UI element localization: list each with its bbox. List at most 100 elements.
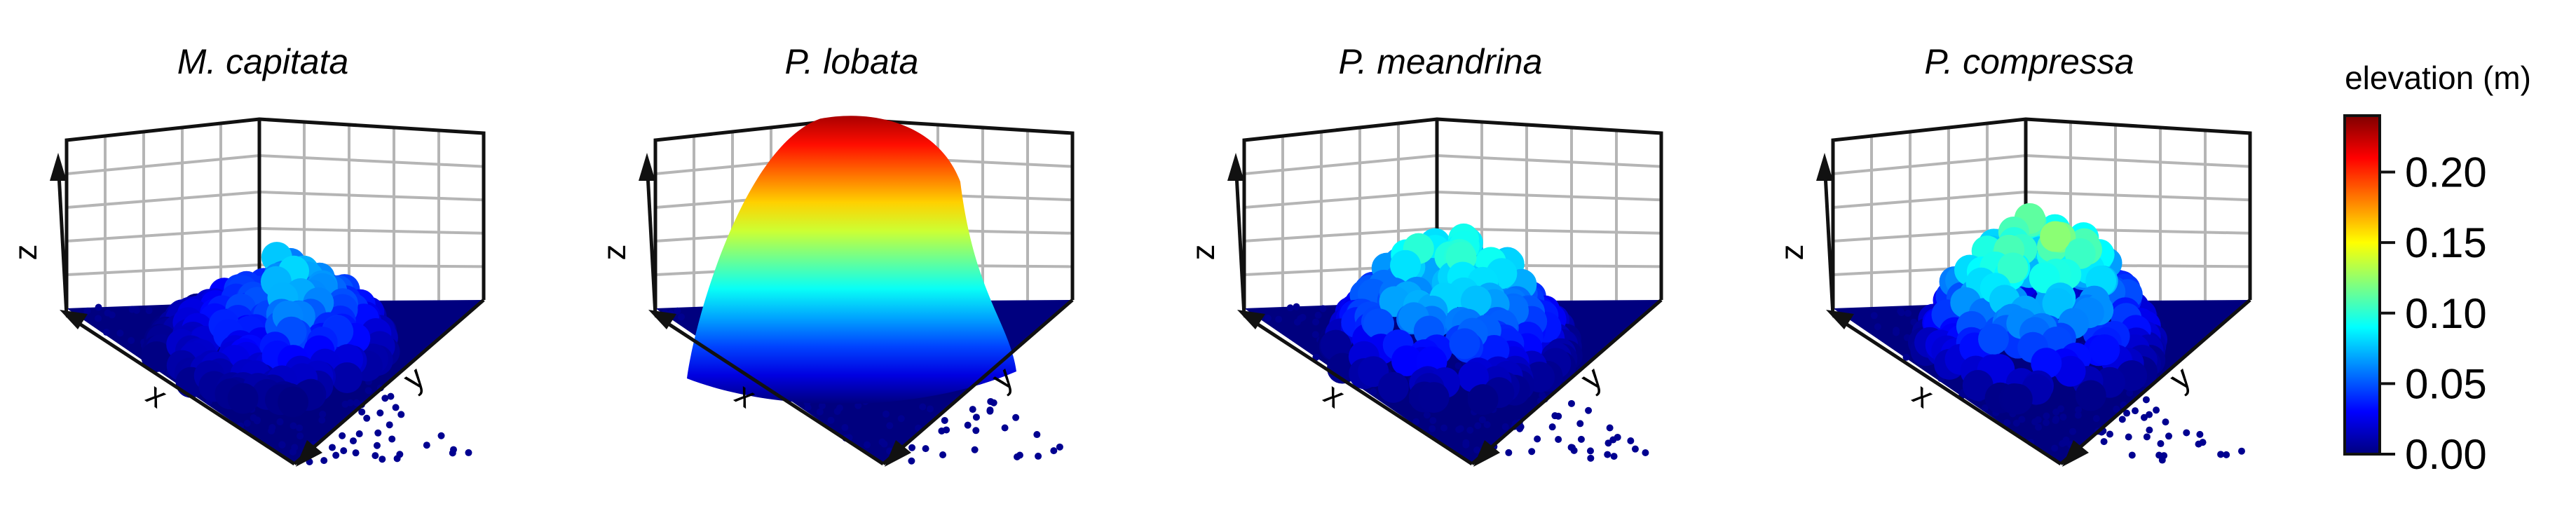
panel-title: P. compressa [1924, 42, 2134, 81]
data-point [908, 457, 915, 465]
data-point [2223, 451, 2230, 458]
data-point [986, 407, 994, 415]
x-axis-label: x [140, 376, 174, 415]
panel-1: z x y M. capitata [7, 42, 486, 467]
data-point [423, 442, 430, 449]
data-point [437, 432, 445, 439]
data-point [339, 432, 346, 439]
data-point [355, 430, 363, 438]
grid-line [66, 227, 260, 242]
data-point [987, 397, 995, 405]
axes [1816, 153, 2251, 467]
x-axis [1832, 313, 2062, 466]
x-axis-arrow [1826, 310, 1854, 329]
data-point [2123, 409, 2131, 417]
data-point [352, 449, 360, 457]
data-point [882, 410, 890, 418]
data-point [1576, 420, 1584, 427]
data-point [880, 440, 888, 448]
data-point [1474, 422, 1482, 430]
data-point [332, 362, 363, 393]
data-point [132, 306, 140, 314]
data-point [2052, 415, 2060, 423]
data-point [372, 452, 379, 460]
data-point [863, 441, 871, 449]
data-point [1551, 412, 1559, 420]
x-axis-label: x [1907, 376, 1940, 415]
data-point [2126, 389, 2134, 397]
data-point [841, 423, 849, 431]
data-point [1429, 417, 1437, 425]
data-point [2031, 418, 2039, 425]
data-point [2142, 396, 2150, 404]
axes [639, 153, 1074, 467]
data-point [379, 456, 386, 463]
grid-line [66, 264, 260, 276]
data-point [1460, 285, 1492, 317]
data-point [95, 303, 102, 311]
data-point [373, 442, 381, 449]
data-point [972, 427, 980, 435]
data-point [2153, 406, 2160, 414]
grid-line [1832, 191, 2026, 209]
data-point [1314, 311, 1322, 319]
x-axis [65, 313, 296, 466]
elevation-surface [1316, 223, 1583, 416]
data-point [922, 445, 929, 453]
data-point [388, 435, 396, 443]
z-axis-label: z [7, 245, 43, 261]
grid-line [1243, 227, 1438, 242]
data-point [396, 451, 404, 458]
data-point [1627, 437, 1635, 445]
data-point [358, 408, 366, 416]
data-point [919, 403, 927, 411]
grid-line [66, 154, 260, 175]
data-point [1567, 444, 1575, 451]
colorbar-gradient [2343, 114, 2381, 456]
data-point [276, 418, 284, 425]
data-point [328, 444, 336, 451]
data-point [2146, 411, 2153, 418]
data-point [908, 444, 916, 451]
data-point [1440, 424, 1448, 432]
data-point [1467, 384, 1499, 416]
data-point [2003, 419, 2011, 427]
data-point [897, 415, 905, 423]
elevation-surface [687, 116, 1016, 404]
grid-line [2025, 154, 2251, 168]
y-axis-arrow [1473, 440, 1500, 467]
data-point [1555, 435, 1562, 443]
data-point [1462, 441, 1470, 449]
grid-line [1832, 154, 2026, 175]
data-point [116, 329, 124, 337]
data-point [2106, 430, 2113, 438]
data-point [1904, 310, 1912, 317]
data-point [816, 408, 824, 416]
colorbar-tick-label: 0.00 [2405, 431, 2487, 478]
data-point [296, 424, 304, 432]
data-point [1299, 313, 1307, 321]
data-point [278, 386, 309, 418]
data-point [1449, 328, 1480, 360]
data-point [278, 441, 286, 449]
data-point [381, 395, 389, 402]
elevation-surface [1907, 203, 2168, 415]
data-point [2217, 451, 2225, 458]
data-point [2146, 426, 2153, 434]
data-point [1311, 331, 1319, 338]
data-point [397, 411, 405, 418]
data-point [1370, 388, 1377, 396]
y-axis-label: y [2162, 359, 2197, 397]
data-point [818, 402, 826, 410]
data-point [2132, 407, 2139, 415]
data-point [465, 449, 472, 456]
grid-line [2025, 191, 2251, 202]
grid-line [259, 227, 484, 235]
data-point [971, 446, 979, 453]
data-point [2183, 429, 2190, 437]
grid-line [1436, 154, 1662, 168]
data-point [2069, 427, 2077, 435]
data-point [1548, 423, 1556, 431]
data-point [964, 421, 972, 429]
